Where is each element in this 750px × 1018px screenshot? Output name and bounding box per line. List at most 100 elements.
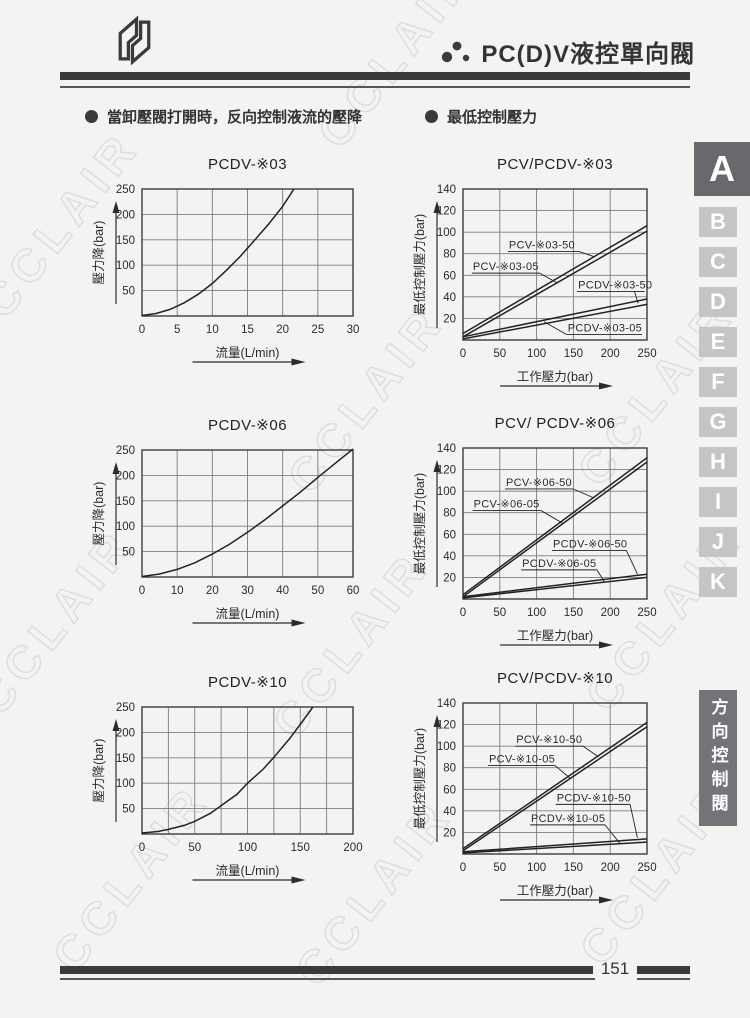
series-PCV-※10-50 [462, 721, 648, 850]
sidebar-tab-e: E [699, 327, 737, 357]
title-dots-icon [442, 41, 470, 62]
chart-pcdv-06: PCDV-※06 0 10 20 30 40 50 60 50 100 150 200 250 流量(L/… [90, 416, 381, 638]
grid [463, 189, 647, 340]
svg-text:50: 50 [122, 547, 135, 559]
series-PCDV-※03-05 [462, 303, 648, 340]
svg-text:250: 250 [116, 702, 135, 714]
svg-text:0: 0 [460, 348, 466, 360]
svg-text:50: 50 [493, 862, 506, 874]
category-tab-label: 方向控制閥 [708, 698, 728, 818]
chart-svg: PCV-※03-50 PCV-※03-05 PCDV-※03-50 PCDV-※03-… [413, 184, 657, 390]
tick-labels: 0 50 100 150 200 50 100 150 200 250 [116, 702, 363, 854]
svg-text:100: 100 [527, 348, 546, 360]
grid [142, 450, 353, 577]
svg-text:60: 60 [443, 529, 456, 541]
sidebar-tab-g: G [699, 407, 737, 437]
svg-text:10: 10 [171, 585, 184, 597]
series [141, 188, 295, 317]
series-PCDV-※10-05 [462, 841, 648, 854]
svg-text:250: 250 [637, 607, 656, 619]
header-rule-thin [60, 86, 690, 88]
chart-svg: 0 5 10 15 20 25 30 50 100 150 200 250 流量(L/min) 壓力降(b… [92, 184, 360, 366]
svg-text:120: 120 [437, 206, 456, 218]
svg-text:200: 200 [116, 727, 135, 739]
series-labels: PCV-※10-50 PCV-※10-05 PCDV-※10-50 PCDV-※10-… [488, 734, 638, 844]
series-label: PCV-※06-05 [474, 499, 540, 511]
svg-text:30: 30 [347, 324, 360, 336]
series [141, 706, 314, 834]
tick-labels: 0 5 10 15 20 25 30 50 100 150 200 250 [116, 184, 360, 336]
plot-border [462, 447, 648, 600]
series-PCDV-※10 [141, 706, 314, 834]
svg-text:120: 120 [437, 720, 456, 732]
page-number: 151 [600, 959, 630, 978]
series [462, 225, 648, 340]
x-axis-arrow-icon [291, 358, 306, 366]
svg-text:0: 0 [139, 324, 145, 336]
svg-text:200: 200 [601, 348, 620, 360]
x-axis-arrow-icon [291, 876, 306, 884]
chart-title: PCV/ PCDV-※06 [494, 415, 616, 432]
svg-text:140: 140 [437, 698, 456, 710]
plot-border [141, 188, 354, 317]
series-label: PCV-※03-50 [509, 240, 575, 252]
svg-text:50: 50 [188, 842, 201, 854]
svg-text:200: 200 [116, 470, 135, 482]
series [462, 721, 648, 854]
x-axis-arrow-icon [291, 619, 306, 627]
chart-pcv-pcdv-10: PCV/PCDV-※10 PCV-※10-50 PCV-※10-05 PCDV-※10… [411, 669, 675, 915]
footer-rule-thin [60, 978, 595, 980]
svg-text:140: 140 [437, 443, 456, 455]
svg-text:150: 150 [291, 842, 310, 854]
svg-text:150: 150 [564, 862, 583, 874]
section-header-left: 當卸壓閥打開時，反向控制液流的壓降 [85, 106, 362, 127]
y-axis-label: 最低控制壓力(bar) [413, 473, 427, 574]
chart-pcv-pcdv-06: PCV/ PCDV-※06 PCV-※06-50 PCV-※06-05 PCDV-※0… [411, 414, 675, 660]
sidebar-tab-i: I [699, 487, 737, 517]
y-axis-label: 最低控制壓力(bar) [413, 728, 427, 829]
chart-svg: PCV-※10-50 PCV-※10-05 PCDV-※10-50 PCDV-※10-… [413, 698, 657, 904]
svg-text:100: 100 [527, 607, 546, 619]
chart-title: PCDV-※10 [207, 674, 288, 691]
sidebar-tab-k: K [699, 567, 737, 597]
chart-pcdv-10: PCDV-※10 0 50 100 150 200 50 100 150 200 250 流量(L/m… [90, 673, 381, 895]
bullet-icon [425, 110, 438, 123]
svg-text:120: 120 [437, 465, 456, 477]
plot-border [462, 188, 648, 341]
svg-text:10: 10 [206, 324, 219, 336]
svg-text:150: 150 [116, 235, 135, 247]
plot-border [141, 706, 354, 835]
chart-title: PCV/PCDV-※10 [496, 670, 614, 687]
section-header-text: 當卸壓閥打開時，反向控制液流的壓降 [107, 109, 363, 126]
y-axis-arrow-icon [433, 715, 441, 727]
footer-rule-thick-right [637, 966, 690, 974]
svg-text:100: 100 [116, 521, 135, 533]
plot-border [141, 449, 354, 578]
svg-text:200: 200 [116, 209, 135, 221]
chart-title: PCV/PCDV-※03 [496, 156, 614, 173]
series-label: PCV-※10-05 [489, 754, 555, 766]
sidebar-tab-d: D [699, 287, 737, 317]
svg-text:80: 80 [443, 508, 456, 520]
svg-text:20: 20 [206, 585, 219, 597]
svg-text:40: 40 [443, 292, 456, 304]
bullet-icon [85, 110, 98, 123]
series-PCV-※03-05 [462, 230, 648, 338]
footer-rule-thick [60, 966, 593, 974]
series-labels: PCV-※03-50 PCV-※03-05 PCDV-※03-50 PCDV-※03-… [471, 240, 652, 336]
svg-text:200: 200 [601, 862, 620, 874]
y-axis-arrow-icon [112, 201, 120, 213]
svg-text:60: 60 [443, 784, 456, 796]
series-PCV-※03-50 [462, 225, 648, 335]
svg-text:20: 20 [443, 827, 456, 839]
svg-text:50: 50 [122, 286, 135, 298]
svg-text:40: 40 [276, 585, 289, 597]
svg-text:0: 0 [460, 607, 466, 619]
series-label: PCDV-※03-05 [568, 323, 642, 335]
svg-text:140: 140 [437, 184, 456, 196]
series-PCDV-※06-05 [462, 576, 648, 599]
sidebar-tab-b: B [699, 207, 737, 237]
y-axis-arrow-icon [112, 719, 120, 731]
svg-text:50: 50 [122, 804, 135, 816]
